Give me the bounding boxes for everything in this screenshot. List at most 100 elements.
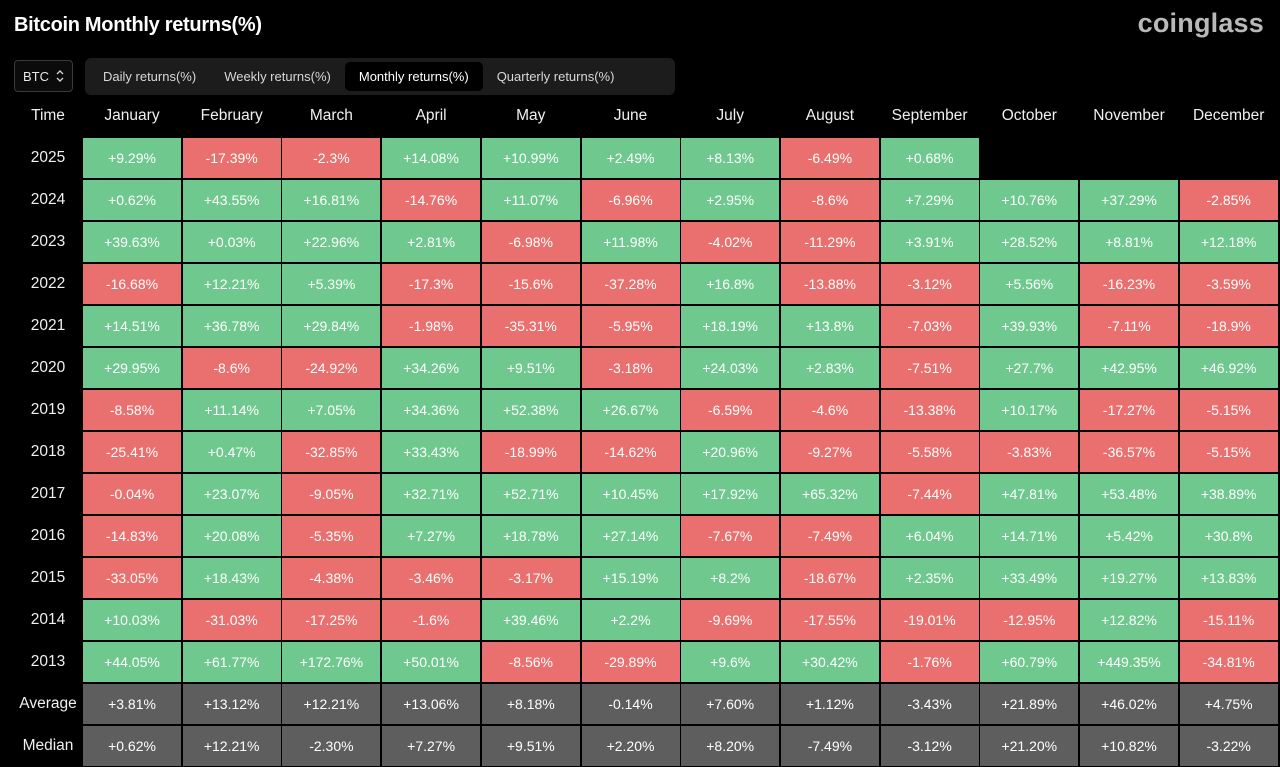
heatmap-cell-2020-april[interactable]: +34.26% (382, 348, 481, 388)
heatmap-cell-2014-february[interactable]: -31.03% (182, 600, 281, 640)
heatmap-cell-2018-july[interactable]: +20.96% (681, 432, 780, 472)
heatmap-cell-2013-march[interactable]: +172.76% (282, 642, 381, 682)
heatmap-cell-2015-september[interactable]: +2.35% (880, 558, 979, 598)
heatmap-cell-2025-august[interactable]: -6.49% (780, 138, 879, 178)
heatmap-cell-2017-may[interactable]: +52.71% (481, 474, 580, 514)
heatmap-cell-median-june[interactable]: +2.20% (581, 726, 680, 766)
heatmap-cell-2024-march[interactable]: +16.81% (282, 180, 381, 220)
heatmap-cell-average-march[interactable]: +12.21% (282, 684, 381, 724)
heatmap-cell-2017-october[interactable]: +47.81% (980, 474, 1079, 514)
heatmap-cell-2019-march[interactable]: +7.05% (282, 390, 381, 430)
heatmap-cell-average-october[interactable]: +21.89% (980, 684, 1079, 724)
heatmap-cell-2021-september[interactable]: -7.03% (880, 306, 979, 346)
heatmap-cell-2015-december[interactable]: +13.83% (1179, 558, 1278, 598)
heatmap-cell-2020-august[interactable]: +2.83% (780, 348, 879, 388)
heatmap-cell-average-january[interactable]: +3.81% (83, 684, 181, 724)
heatmap-cell-2016-april[interactable]: +7.27% (382, 516, 481, 556)
heatmap-cell-2023-september[interactable]: +3.91% (880, 222, 979, 262)
heatmap-cell-average-april[interactable]: +13.06% (382, 684, 481, 724)
heatmap-cell-2021-november[interactable]: -7.11% (1080, 306, 1178, 346)
heatmap-cell-2018-august[interactable]: -9.27% (780, 432, 879, 472)
tab-daily-returns[interactable]: Daily returns(%) (103, 69, 197, 84)
heatmap-cell-2019-november[interactable]: -17.27% (1080, 390, 1178, 430)
heatmap-cell-2017-march[interactable]: -9.05% (282, 474, 381, 514)
heatmap-cell-2018-march[interactable]: -32.85% (282, 432, 381, 472)
heatmap-cell-2020-july[interactable]: +24.03% (681, 348, 780, 388)
heatmap-cell-2017-june[interactable]: +10.45% (581, 474, 680, 514)
tab-weekly-returns[interactable]: Weekly returns(%) (224, 69, 331, 84)
heatmap-cell-2022-september[interactable]: -3.12% (880, 264, 979, 304)
heatmap-cell-2014-january[interactable]: +10.03% (83, 600, 181, 640)
heatmap-cell-2016-february[interactable]: +20.08% (182, 516, 281, 556)
heatmap-cell-median-may[interactable]: +9.51% (481, 726, 580, 766)
heatmap-cell-2016-september[interactable]: +6.04% (880, 516, 979, 556)
heatmap-cell-2016-december[interactable]: +30.8% (1179, 516, 1278, 556)
heatmap-cell-2023-march[interactable]: +22.96% (282, 222, 381, 262)
heatmap-cell-2023-july[interactable]: -4.02% (681, 222, 780, 262)
heatmap-cell-2019-december[interactable]: -5.15% (1179, 390, 1278, 430)
heatmap-cell-2018-february[interactable]: +0.47% (182, 432, 281, 472)
heatmap-cell-median-july[interactable]: +8.20% (681, 726, 780, 766)
heatmap-cell-2017-april[interactable]: +32.71% (382, 474, 481, 514)
heatmap-cell-2014-july[interactable]: -9.69% (681, 600, 780, 640)
heatmap-cell-2015-march[interactable]: -4.38% (282, 558, 381, 598)
heatmap-cell-2022-february[interactable]: +12.21% (182, 264, 281, 304)
heatmap-cell-2021-december[interactable]: -18.9% (1179, 306, 1278, 346)
heatmap-cell-2025-january[interactable]: +9.29% (83, 138, 181, 178)
heatmap-cell-2016-august[interactable]: -7.49% (780, 516, 879, 556)
heatmap-cell-2017-january[interactable]: -0.04% (83, 474, 181, 514)
heatmap-cell-2022-april[interactable]: -17.3% (382, 264, 481, 304)
heatmap-cell-2017-august[interactable]: +65.32% (780, 474, 879, 514)
heatmap-cell-2023-november[interactable]: +8.81% (1080, 222, 1178, 262)
heatmap-cell-2020-february[interactable]: -8.6% (182, 348, 281, 388)
heatmap-cell-2014-december[interactable]: -15.11% (1179, 600, 1278, 640)
heatmap-cell-2025-june[interactable]: +2.49% (581, 138, 680, 178)
heatmap-cell-2025-may[interactable]: +10.99% (481, 138, 580, 178)
heatmap-cell-2023-february[interactable]: +0.03% (182, 222, 281, 262)
heatmap-cell-2024-october[interactable]: +10.76% (980, 180, 1079, 220)
heatmap-cell-2015-january[interactable]: -33.05% (83, 558, 181, 598)
heatmap-cell-2015-april[interactable]: -3.46% (382, 558, 481, 598)
heatmap-cell-median-october[interactable]: +21.20% (980, 726, 1079, 766)
heatmap-cell-2022-january[interactable]: -16.68% (83, 264, 181, 304)
heatmap-cell-2013-december[interactable]: -34.81% (1179, 642, 1278, 682)
heatmap-cell-2024-april[interactable]: -14.76% (382, 180, 481, 220)
heatmap-cell-2016-may[interactable]: +18.78% (481, 516, 580, 556)
heatmap-cell-2021-may[interactable]: -35.31% (481, 306, 580, 346)
heatmap-cell-2020-november[interactable]: +42.95% (1080, 348, 1178, 388)
heatmap-cell-average-june[interactable]: -0.14% (581, 684, 680, 724)
heatmap-cell-2019-september[interactable]: -13.38% (880, 390, 979, 430)
heatmap-cell-2022-june[interactable]: -37.28% (581, 264, 680, 304)
heatmap-cell-2019-january[interactable]: -8.58% (83, 390, 181, 430)
heatmap-cell-2024-january[interactable]: +0.62% (83, 180, 181, 220)
heatmap-cell-2023-december[interactable]: +12.18% (1179, 222, 1278, 262)
heatmap-cell-2019-april[interactable]: +34.36% (382, 390, 481, 430)
heatmap-cell-2018-april[interactable]: +33.43% (382, 432, 481, 472)
heatmap-cell-2018-june[interactable]: -14.62% (581, 432, 680, 472)
heatmap-cell-2013-july[interactable]: +9.6% (681, 642, 780, 682)
heatmap-cell-2014-october[interactable]: -12.95% (980, 600, 1079, 640)
heatmap-cell-2014-november[interactable]: +12.82% (1080, 600, 1178, 640)
heatmap-cell-2022-november[interactable]: -16.23% (1080, 264, 1178, 304)
heatmap-cell-2014-april[interactable]: -1.6% (382, 600, 481, 640)
heatmap-cell-2014-september[interactable]: -19.01% (880, 600, 979, 640)
heatmap-cell-2024-july[interactable]: +2.95% (681, 180, 780, 220)
heatmap-cell-2024-december[interactable]: -2.85% (1179, 180, 1278, 220)
heatmap-cell-2013-june[interactable]: -29.89% (581, 642, 680, 682)
heatmap-cell-2025-february[interactable]: -17.39% (182, 138, 281, 178)
heatmap-cell-2016-march[interactable]: -5.35% (282, 516, 381, 556)
heatmap-cell-2021-january[interactable]: +14.51% (83, 306, 181, 346)
heatmap-cell-median-april[interactable]: +7.27% (382, 726, 481, 766)
heatmap-cell-2023-may[interactable]: -6.98% (481, 222, 580, 262)
heatmap-cell-2018-december[interactable]: -5.15% (1179, 432, 1278, 472)
heatmap-cell-2021-august[interactable]: +13.8% (780, 306, 879, 346)
heatmap-cell-2022-december[interactable]: -3.59% (1179, 264, 1278, 304)
heatmap-cell-2024-september[interactable]: +7.29% (880, 180, 979, 220)
heatmap-cell-median-february[interactable]: +12.21% (182, 726, 281, 766)
heatmap-cell-2018-october[interactable]: -3.83% (980, 432, 1079, 472)
heatmap-cell-2024-june[interactable]: -6.96% (581, 180, 680, 220)
heatmap-cell-median-january[interactable]: +0.62% (83, 726, 181, 766)
heatmap-cell-2014-june[interactable]: +2.2% (581, 600, 680, 640)
heatmap-cell-2025-july[interactable]: +8.13% (681, 138, 780, 178)
heatmap-cell-2024-november[interactable]: +37.29% (1080, 180, 1178, 220)
